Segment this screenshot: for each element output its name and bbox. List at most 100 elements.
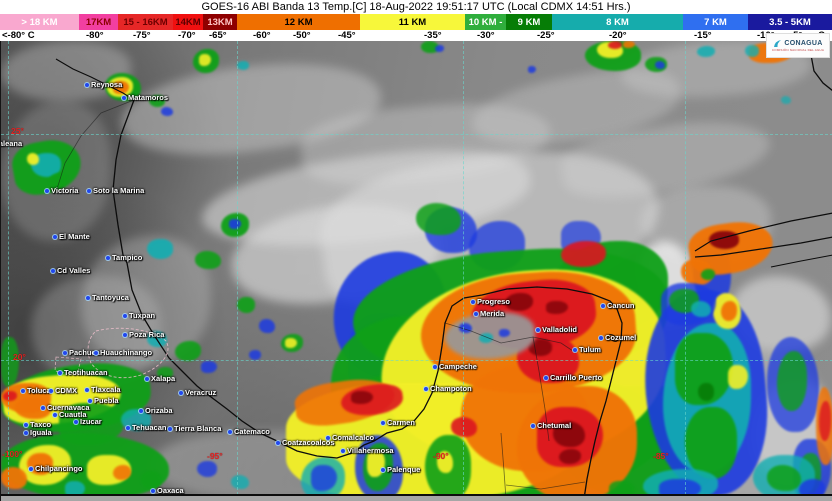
temp-tick-label: -35° xyxy=(424,30,442,41)
city-label: Veracruz xyxy=(185,388,217,397)
city-dot-icon xyxy=(276,440,280,445)
city-dot-icon xyxy=(58,370,62,375)
conagua-logo-subtext: COMISIÓN NACIONAL DEL AGUA xyxy=(771,48,825,52)
city-marker-pachuca: Pachuca xyxy=(63,348,100,357)
city-label: Cd Valles xyxy=(57,266,91,275)
city-dot-icon xyxy=(87,188,91,193)
cloud-blob-teal xyxy=(697,46,715,57)
cloud-blob-orange xyxy=(113,465,131,480)
cloud-blob-teal xyxy=(479,333,493,343)
city-marker-orizaba: Orizaba xyxy=(139,406,173,415)
cloud-blob-orange xyxy=(721,301,737,321)
city-dot-icon xyxy=(599,335,603,340)
cloud-blob-green xyxy=(767,465,801,491)
cloud-blob-blue xyxy=(435,45,444,52)
city-dot-icon xyxy=(168,426,172,431)
cloud-blob-green xyxy=(701,269,715,280)
cloud-blob-yellow xyxy=(199,54,211,66)
grid-latitude-line xyxy=(1,360,832,361)
city-dot-icon xyxy=(53,234,57,239)
temp-tick-label: -45° xyxy=(338,30,356,41)
temp-tick-label: -15° xyxy=(694,30,712,41)
scale-segment: > 18 KM xyxy=(0,14,79,30)
cloud-blob-teal xyxy=(691,301,711,317)
city-marker-cuautla: Cuautla xyxy=(53,410,87,419)
temp-tick-label: -80° xyxy=(86,30,104,41)
cloud-blob-green xyxy=(237,297,255,313)
city-label: Galeana xyxy=(1,139,23,148)
scale-segment: 14KM xyxy=(173,14,203,30)
cloud-blob-blue xyxy=(161,107,173,116)
city-marker-reynosa: Reynosa xyxy=(85,80,122,89)
city-marker-progreso: Progreso xyxy=(471,297,510,306)
grid-coordinate-label: -90° xyxy=(433,451,449,461)
city-marker-villahermosa: Villahermosa xyxy=(341,446,394,455)
city-dot-icon xyxy=(151,488,155,493)
city-marker-cancun: Cancun xyxy=(601,301,635,310)
city-label: Tlaxcala xyxy=(91,385,121,394)
grid-coordinate-label: -95° xyxy=(207,451,223,461)
city-marker-veracruz: Veracruz xyxy=(179,388,216,397)
city-label: Progreso xyxy=(477,297,510,306)
grid-coordinate-label: -100° xyxy=(2,449,23,459)
temp-tick-label: -25° xyxy=(537,30,555,41)
cloud-blob-blue xyxy=(201,361,217,373)
city-label: Cuautla xyxy=(59,410,87,419)
temp-tick-label: -50° xyxy=(293,30,311,41)
city-marker-teotihuacan: Teotihuacan xyxy=(58,368,108,377)
cloud-blob-blue xyxy=(528,66,536,73)
cloud-blob-red xyxy=(451,417,477,437)
conagua-swoosh-icon xyxy=(774,40,782,47)
cloud-blob-blue xyxy=(259,319,275,333)
cloud-blob-red xyxy=(561,241,606,267)
cloud-blob-dred xyxy=(709,231,739,249)
city-marker-victoria: Victoria xyxy=(45,186,78,195)
temp-tick-label: -20° xyxy=(609,30,627,41)
city-label: Teotihuacan xyxy=(64,368,108,377)
city-label: Valladolid xyxy=(542,325,578,334)
city-label: Catemaco xyxy=(234,427,270,436)
city-marker-campeche: Campeche xyxy=(433,362,477,371)
city-dot-icon xyxy=(86,295,90,300)
city-label: Pachuca xyxy=(69,348,100,357)
temperature-scale: <-80° C -80° -75° -70° -65° -60° -50° -45° -35° -… xyxy=(0,30,832,41)
cloud-blob-red xyxy=(3,391,17,401)
city-label: Cozumel xyxy=(605,333,637,342)
city-label: Xalapa xyxy=(151,374,176,383)
cloud-blob-red xyxy=(819,401,831,441)
city-dot-icon xyxy=(123,313,127,318)
city-marker-el-mante: El Mante xyxy=(53,232,90,241)
city-label: Tehuacan xyxy=(132,423,167,432)
city-dot-icon xyxy=(536,327,540,332)
city-dot-icon xyxy=(126,425,130,430)
cloud-blob-orange xyxy=(15,397,51,419)
cloud-blob-blue xyxy=(655,61,665,69)
temp-tick-label: -10° xyxy=(757,30,775,41)
cloud-blob-orange xyxy=(1,467,27,489)
city-label: Chilpancingo xyxy=(35,464,83,473)
city-marker-merida: Merida xyxy=(474,309,504,318)
city-dot-icon xyxy=(85,387,89,392)
city-marker-cuernavaca: Cuernavaca xyxy=(41,403,90,412)
cloud-blob-green xyxy=(49,173,67,187)
city-label: Matamoros xyxy=(128,93,169,102)
city-marker-tantoyuca: Tantoyuca xyxy=(86,293,129,302)
city-dot-icon xyxy=(381,420,385,425)
city-dot-icon xyxy=(85,82,89,87)
city-label: Cuernavaca xyxy=(47,403,90,412)
cloud-blob-dred xyxy=(559,449,581,464)
city-marker-palenque: Palenque xyxy=(381,465,420,474)
cloud-blob-teal xyxy=(237,61,249,70)
cloud-blob-blue xyxy=(459,323,472,333)
scale-segment: 11 KM xyxy=(360,14,465,30)
city-marker-chetumal: Chetumal xyxy=(531,421,571,430)
cloud-blob-yellow xyxy=(728,365,748,389)
city-label: Reynosa xyxy=(91,80,123,89)
city-marker-toluca: Toluca xyxy=(21,386,51,395)
scale-segment: 3.5 - 5KM xyxy=(748,14,832,30)
scale-segment: 17KM xyxy=(79,14,118,30)
scale-segment: 13KM xyxy=(203,14,237,30)
city-marker-cdmx: CDMX xyxy=(49,386,77,395)
city-marker-tlaxcala: Tlaxcala xyxy=(85,385,121,394)
